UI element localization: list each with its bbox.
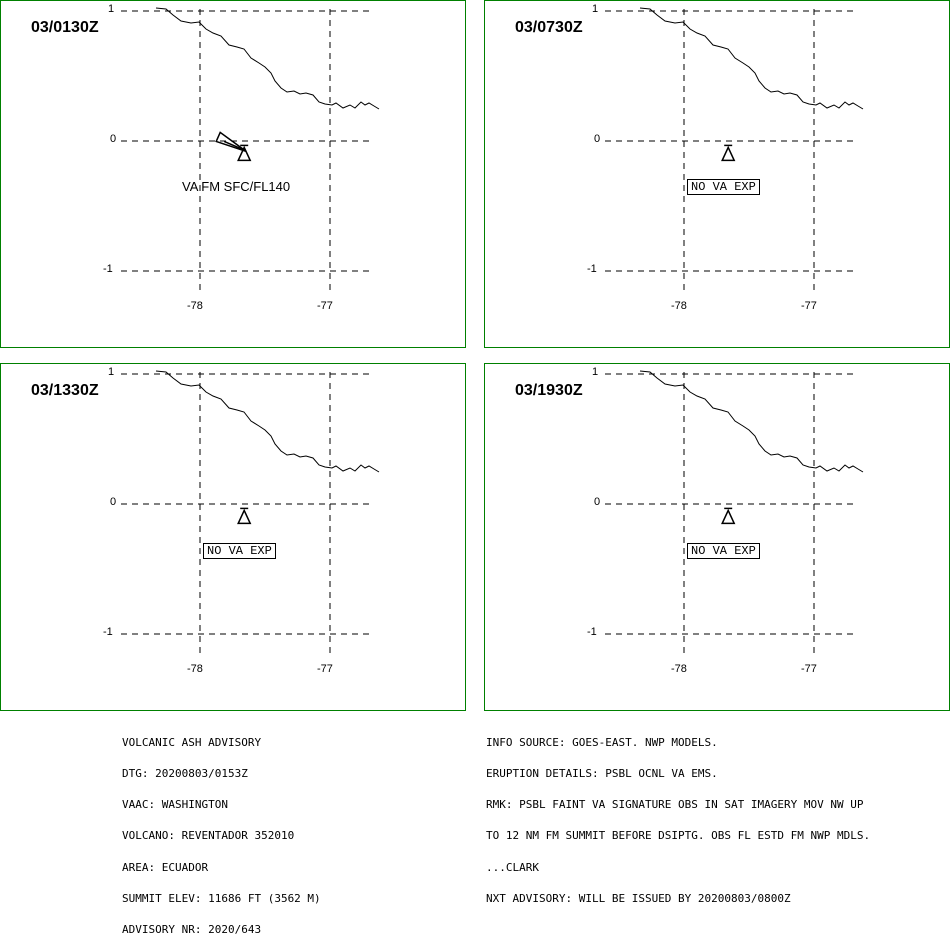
va-text-box: NO VA EXP [687,179,760,195]
va-text-box: NO VA EXP [203,543,276,559]
forecast-panel-1: 03/0130Z 1 0 -1 -78 -77 VA FM SFC/FL140 [0,0,466,348]
map-canvas [605,7,864,295]
panel-time-label: 03/0130Z [31,19,99,36]
advisory-details-block: INFO SOURCE: GOES-EAST. NWP MODELS. ERUP… [486,717,870,915]
advisory-forecaster: ...CLARK [486,860,539,874]
va-text-box: NO VA EXP [687,543,760,559]
panel-time-label: 03/0730Z [515,19,583,36]
advisory-area: AREA: ECUADOR [122,860,209,874]
lon-tick-minus-77: -77 [317,663,333,675]
volcano-triangle [721,508,736,525]
coastline [155,370,380,473]
lon-tick-minus-77: -77 [317,300,333,312]
va-text: VA FM SFC/FL140 [182,179,291,194]
volcano-triangle [237,508,252,525]
volcano-icon [721,507,736,525]
coastline [639,370,864,473]
advisory-number: ADVISORY NR: 2020/643 [122,923,262,937]
map-canvas [121,7,380,295]
lon-tick-minus-78: -78 [671,663,687,675]
forecast-panel-2: 03/0730Z 1 0 -1 -78 -77 NO VA EXP [484,0,950,348]
lat-tick-0: 0 [594,133,601,145]
lon-tick-minus-78: -78 [187,663,203,675]
lat-tick-0: 0 [110,133,117,145]
advisory-remarks-2: TO 12 NM FM SUMMIT BEFORE DSIPTG. OBS FL… [486,829,871,843]
lat-tick-1: 1 [592,3,599,15]
map-canvas [605,370,864,658]
advisory-remarks-1: RMK: PSBL FAINT VA SIGNATURE OBS IN SAT … [486,798,864,812]
lat-tick-1: 1 [108,3,115,15]
lat-tick-minus-1: -1 [587,263,597,275]
map-canvas [121,370,380,658]
lat-tick-minus-1: -1 [587,626,597,638]
volcano-icon [721,144,736,162]
volcano-triangle [237,145,252,162]
forecast-panel-4: 03/1930Z 1 0 -1 -78 -77 NO VA EXP [484,363,950,711]
volcano-icon [237,144,252,162]
panel-time-label: 03/1330Z [31,382,99,399]
lat-tick-minus-1: -1 [103,626,113,638]
volcano-triangle [721,145,736,162]
advisory-next: NXT ADVISORY: WILL BE ISSUED BY 20200803… [486,891,791,905]
advisory-summit-elev: SUMMIT ELEV: 11686 FT (3562 M) [122,891,321,905]
ash-cloud-polygon [215,131,247,153]
lon-tick-minus-77: -77 [801,300,817,312]
lat-tick-1: 1 [108,366,115,378]
advisory-title: VOLCANIC ASH ADVISORY [122,735,262,749]
lat-tick-0: 0 [110,496,117,508]
advisory-info-source: INFO SOURCE: GOES-EAST. NWP MODELS. [486,735,718,749]
advisory-dtg: DTG: 20200803/0153Z [122,767,248,781]
lat-tick-0: 0 [594,496,601,508]
forecast-panel-3: 03/1330Z 1 0 -1 -78 -77 NO VA EXP [0,363,466,711]
lat-tick-minus-1: -1 [103,263,113,275]
panel-time-label: 03/1930Z [515,382,583,399]
lon-tick-minus-78: -78 [187,300,203,312]
advisory-volcano: VOLCANO: REVENTADOR 352010 [122,829,295,843]
advisory-vaac: VAAC: WASHINGTON [122,798,228,812]
coastline [155,7,380,110]
ash-cloud-edge [223,140,246,152]
coastline [639,7,864,110]
advisory-eruption-details: ERUPTION DETAILS: PSBL OCNL VA EMS. [486,767,718,781]
advisory-header-block: VOLCANIC ASH ADVISORY DTG: 20200803/0153… [122,717,321,946]
lon-tick-minus-78: -78 [671,300,687,312]
volcano-icon [237,507,252,525]
lat-tick-1: 1 [592,366,599,378]
lon-tick-minus-77: -77 [801,663,817,675]
